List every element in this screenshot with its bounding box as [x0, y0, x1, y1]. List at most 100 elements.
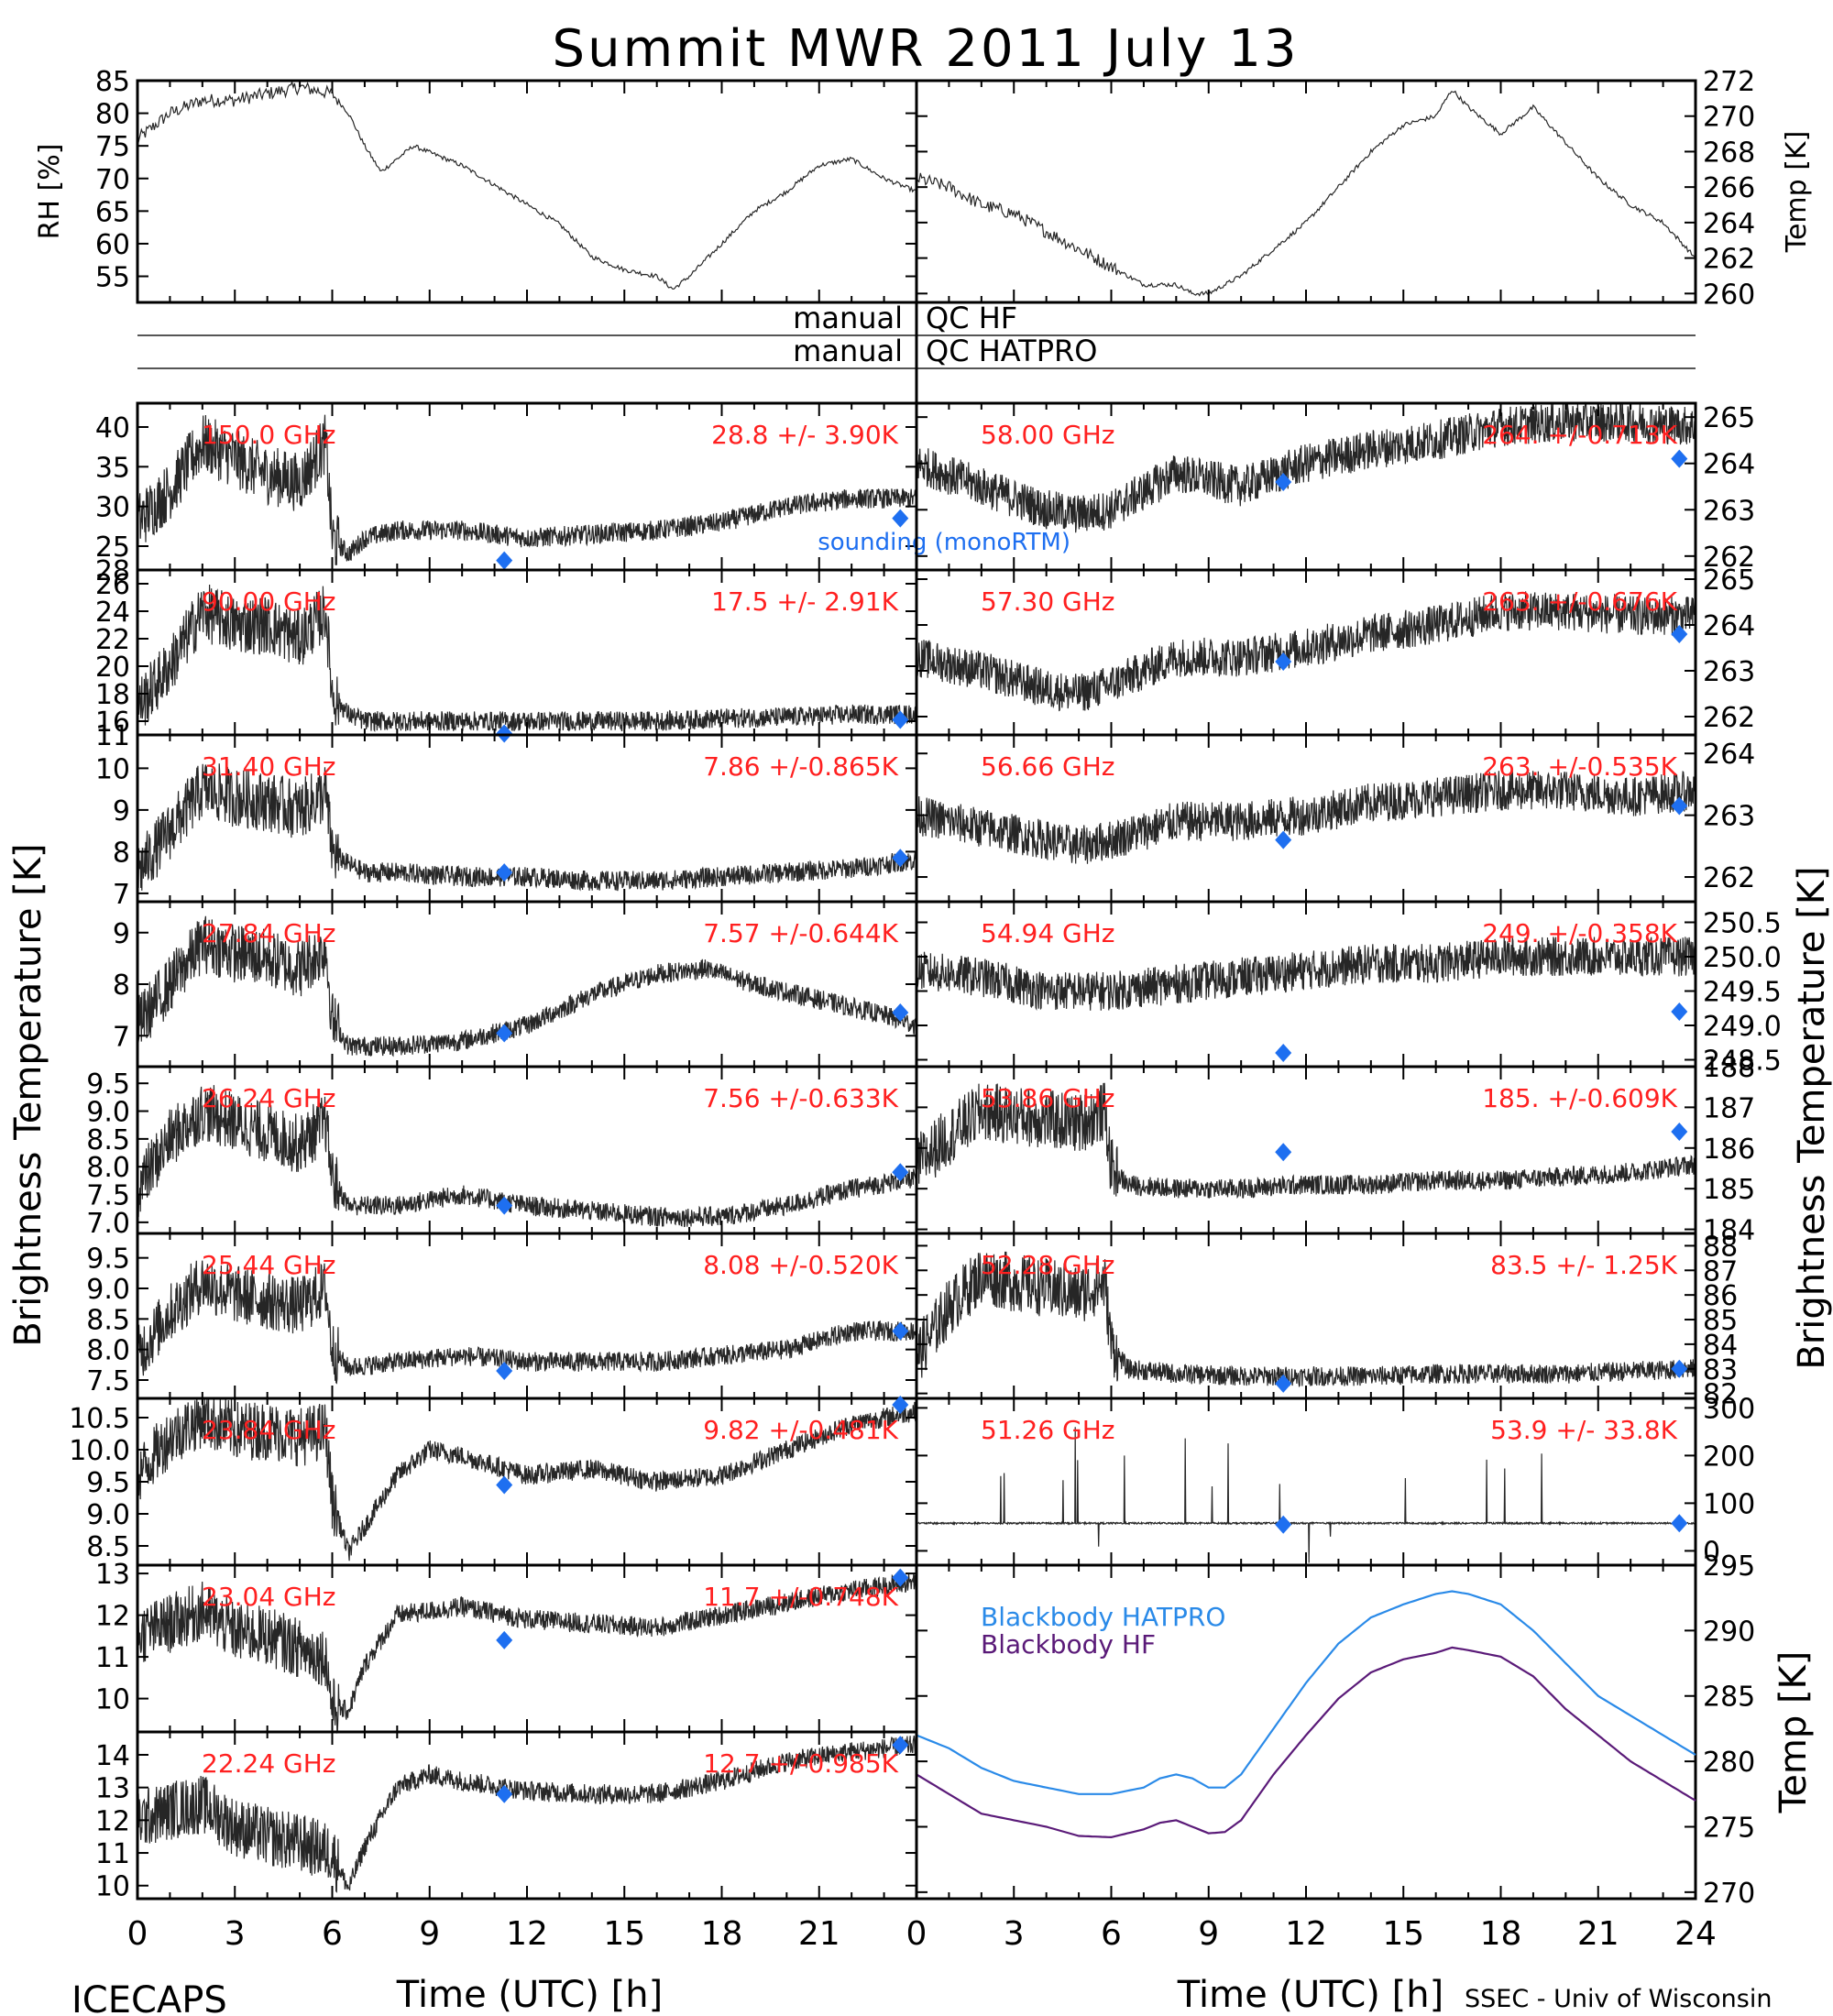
left-axis-label: Brightness Temperature [K]: [7, 843, 49, 1346]
sounding-marker: [892, 1736, 909, 1755]
channel-frequency: 22.24 GHz: [202, 1748, 336, 1779]
y-tick-label: 275: [1703, 1812, 1755, 1844]
sounding-marker: [1671, 449, 1688, 468]
y-tick-label: 75: [95, 131, 130, 163]
y-tick-label: 87: [1703, 1255, 1738, 1287]
sounding-marker: [892, 1568, 909, 1587]
sounding-marker: [892, 710, 909, 729]
channel-frequency: 26.24 GHz: [202, 1083, 336, 1113]
channel-frequency: 150.0 GHz: [202, 420, 336, 450]
panel-p2304: 10 11 12 13 23.04 GHz 11.7 +/-0.748K: [95, 1559, 918, 1735]
bb-axis-label: Temp [K]: [1773, 1651, 1815, 1814]
sounding-marker: [1275, 830, 1292, 849]
x-tick-label: 12: [506, 1915, 548, 1953]
y-tick-label: 268: [1703, 137, 1755, 169]
y-tick-label: 8: [113, 837, 130, 869]
x-tick-label: 3: [1004, 1915, 1025, 1953]
data-trace: [916, 90, 1696, 297]
sounding-marker: [1275, 1374, 1292, 1393]
y-tick-label: 100: [1703, 1488, 1755, 1520]
y-tick-label: 270: [1703, 1878, 1755, 1910]
y-tick-label: 10: [95, 753, 130, 785]
y-tick-label: 8: [113, 970, 130, 1002]
channel-stat: 263. +/-0.676K: [1482, 586, 1677, 617]
sounding-marker: [1671, 1123, 1688, 1142]
channel-stat: 7.86 +/-0.865K: [703, 751, 898, 782]
y-tick-label: 13: [95, 1559, 130, 1591]
y-tick-label: 272: [1703, 66, 1755, 98]
x-tick-label: 9: [1198, 1915, 1219, 1953]
y-tick-label: 88: [1703, 1231, 1738, 1263]
y-tick-label: 55: [95, 262, 130, 294]
y-tick-label: 8.5: [86, 1531, 130, 1563]
y-tick-label: 22: [95, 624, 130, 656]
panel-p2784: 7 8 9 27.84 GHz 7.57 +/-0.644K: [113, 900, 918, 1068]
panel-p573: 262 263 264 265 57.30 GHz 263. +/-0.676K: [915, 564, 1755, 737]
y-tick-label: 24: [95, 597, 130, 629]
y-tick-label: 10.5: [69, 1403, 130, 1435]
y-tick-label: 187: [1703, 1092, 1755, 1124]
y-tick-label: 9.0: [86, 1499, 130, 1531]
y-tick-label: 290: [1703, 1616, 1755, 1648]
x-tick-label: 18: [1480, 1915, 1522, 1953]
channel-frequency: 57.30 GHz: [981, 586, 1115, 617]
channel-frequency: 51.26 GHz: [981, 1415, 1115, 1445]
y-tick-label: 265: [1703, 402, 1755, 434]
y-tick-label: 25: [95, 531, 130, 564]
y-tick-label: 16: [95, 707, 130, 739]
y-tick-label: 7: [113, 879, 130, 911]
temp-axis-label: Temp [K]: [1781, 131, 1813, 254]
y-tick-label: 65: [95, 196, 130, 228]
y-tick-label: 260: [1703, 279, 1755, 311]
channel-frequency: 53.86 GHz: [981, 1083, 1115, 1113]
series-line-0: [916, 1590, 1696, 1795]
rh-axis-label: RH [%]: [34, 144, 66, 240]
y-tick-label: 263: [1703, 495, 1755, 527]
y-tick-label: 262: [1703, 702, 1755, 734]
y-tick-label: 264: [1703, 610, 1755, 642]
channel-stat: 12.7 +/-0.985K: [703, 1748, 898, 1779]
channel-stat: 249. +/-0.358K: [1482, 918, 1677, 948]
y-tick-label: 9.0: [86, 1274, 130, 1306]
y-tick-label: 28: [95, 555, 130, 587]
sounding-marker: [1671, 1514, 1688, 1533]
y-tick-label: 263: [1703, 801, 1755, 833]
y-tick-label: 264: [1703, 449, 1755, 481]
y-tick-label: 40: [95, 412, 130, 444]
channel-stat: 9.82 +/-0.481K: [703, 1415, 898, 1445]
y-tick-label: 184: [1703, 1215, 1755, 1247]
y-tick-label: 11: [95, 1838, 130, 1870]
channel-frequency: 52.28 GHz: [981, 1250, 1115, 1280]
panel-frame: [136, 79, 918, 304]
sounding-marker: [496, 1362, 513, 1380]
channel-stat: 7.56 +/-0.633K: [703, 1083, 898, 1113]
sounding-marker: [892, 1163, 909, 1182]
channel-stat: 28.8 +/- 3.90K: [711, 420, 898, 450]
y-tick-label: 250.0: [1703, 942, 1782, 974]
y-tick-label: 84: [1703, 1330, 1738, 1362]
y-tick-label: 185: [1703, 1174, 1755, 1206]
channel-stat: 263. +/-0.535K: [1482, 751, 1677, 782]
y-tick-label: 86: [1703, 1280, 1738, 1312]
y-tick-label: 186: [1703, 1134, 1755, 1166]
y-tick-label: 7.0: [86, 1208, 130, 1240]
footer-ssec: SSEC - Univ of Wisconsin: [1465, 1985, 1772, 2013]
x-tick-label: 6: [322, 1915, 343, 1953]
figure-title: Summit MWR 2011 July 13: [553, 19, 1300, 79]
y-tick-label: 10: [95, 1871, 130, 1903]
channel-stat: 83.5 +/- 1.25K: [1490, 1250, 1677, 1280]
series-line-1: [916, 1646, 1696, 1839]
sounding-marker: [1275, 1044, 1292, 1062]
y-tick-label: 8.0: [86, 1152, 130, 1184]
sounding-marker: [1275, 1515, 1292, 1534]
y-tick-label: 12: [95, 1601, 130, 1633]
x-tick-label: 0: [127, 1915, 148, 1953]
data-trace: [916, 401, 1696, 533]
y-tick-label: 262: [1703, 862, 1755, 894]
y-tick-label: 262: [1703, 542, 1755, 574]
y-tick-label: 188: [1703, 1052, 1755, 1084]
sounding-marker: [496, 1024, 513, 1043]
